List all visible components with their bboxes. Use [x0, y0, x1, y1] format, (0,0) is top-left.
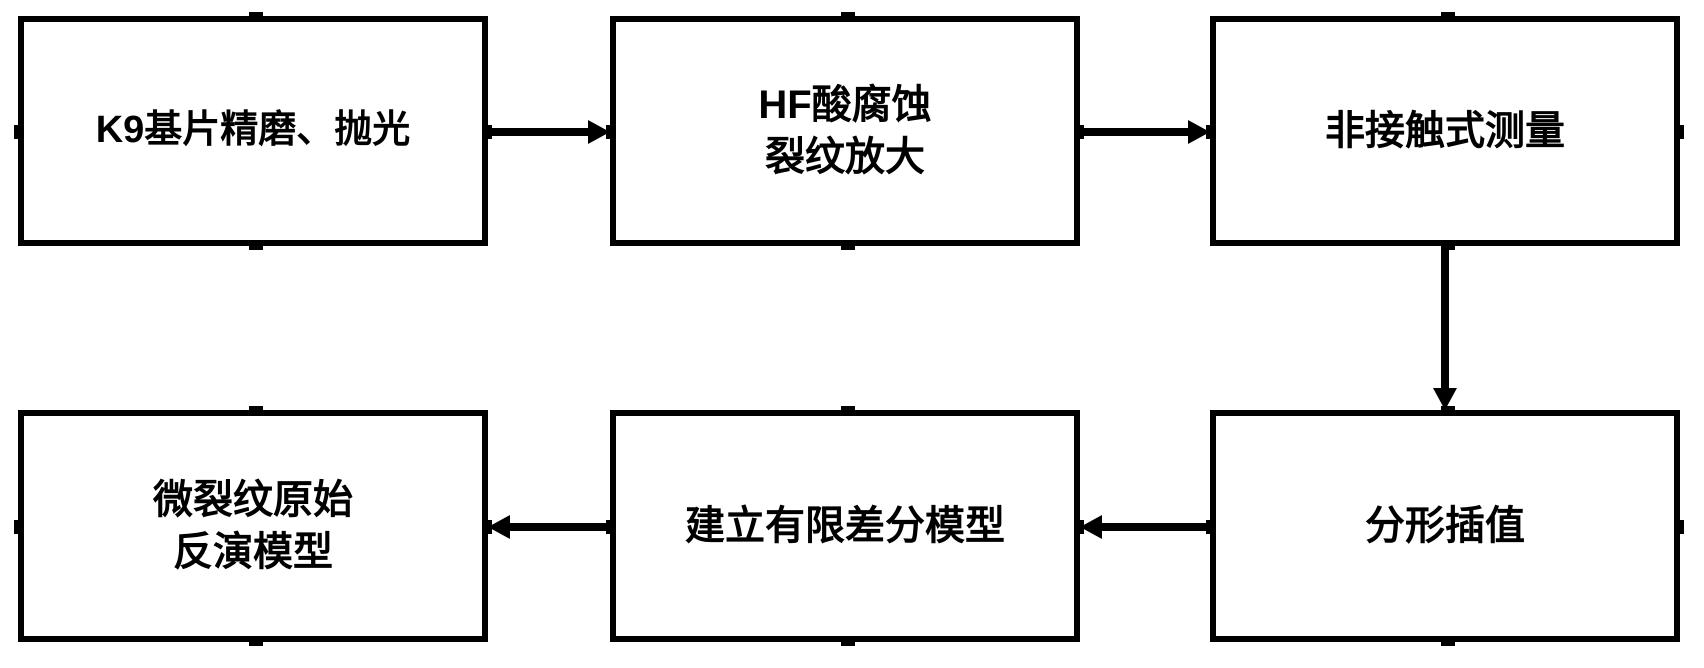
- edge: [1102, 523, 1210, 531]
- arrow-head-icon: [1080, 515, 1102, 539]
- tick: [249, 636, 263, 646]
- arrow-head-icon: [1188, 120, 1210, 144]
- tick: [841, 636, 855, 646]
- node-label: K9基片精磨、抛光: [96, 106, 411, 155]
- flow-node-fractal: 分形插值: [1210, 410, 1680, 642]
- node-label: 建立有限差分模型: [685, 500, 1005, 552]
- node-label: 微裂纹原始 反演模型: [153, 474, 353, 578]
- tick: [1674, 520, 1684, 534]
- node-label: 分形插值: [1365, 500, 1525, 552]
- tick: [841, 12, 855, 22]
- flow-node-hf: HF酸腐蚀 裂纹放大: [610, 16, 1080, 246]
- flow-node-k9: K9基片精磨、抛光: [18, 16, 488, 246]
- tick: [841, 406, 855, 416]
- arrow-head-icon: [1433, 388, 1457, 410]
- edge: [1441, 246, 1449, 390]
- node-label: HF酸腐蚀 裂纹放大: [758, 79, 931, 183]
- tick: [1441, 636, 1455, 646]
- edge: [510, 523, 610, 531]
- flow-node-inversion: 微裂纹原始 反演模型: [18, 410, 488, 642]
- flow-node-fdm: 建立有限差分模型: [610, 410, 1080, 642]
- edge: [488, 128, 590, 136]
- tick: [14, 125, 24, 139]
- tick: [841, 240, 855, 250]
- tick: [249, 240, 263, 250]
- arrow-head-icon: [588, 120, 610, 144]
- tick: [1674, 125, 1684, 139]
- tick: [249, 406, 263, 416]
- tick: [14, 520, 24, 534]
- flow-node-measure: 非接触式测量: [1210, 16, 1680, 246]
- arrow-head-icon: [488, 515, 510, 539]
- tick: [249, 12, 263, 22]
- node-label: 非接触式测量: [1325, 105, 1565, 157]
- tick: [1441, 12, 1455, 22]
- edge: [1080, 128, 1190, 136]
